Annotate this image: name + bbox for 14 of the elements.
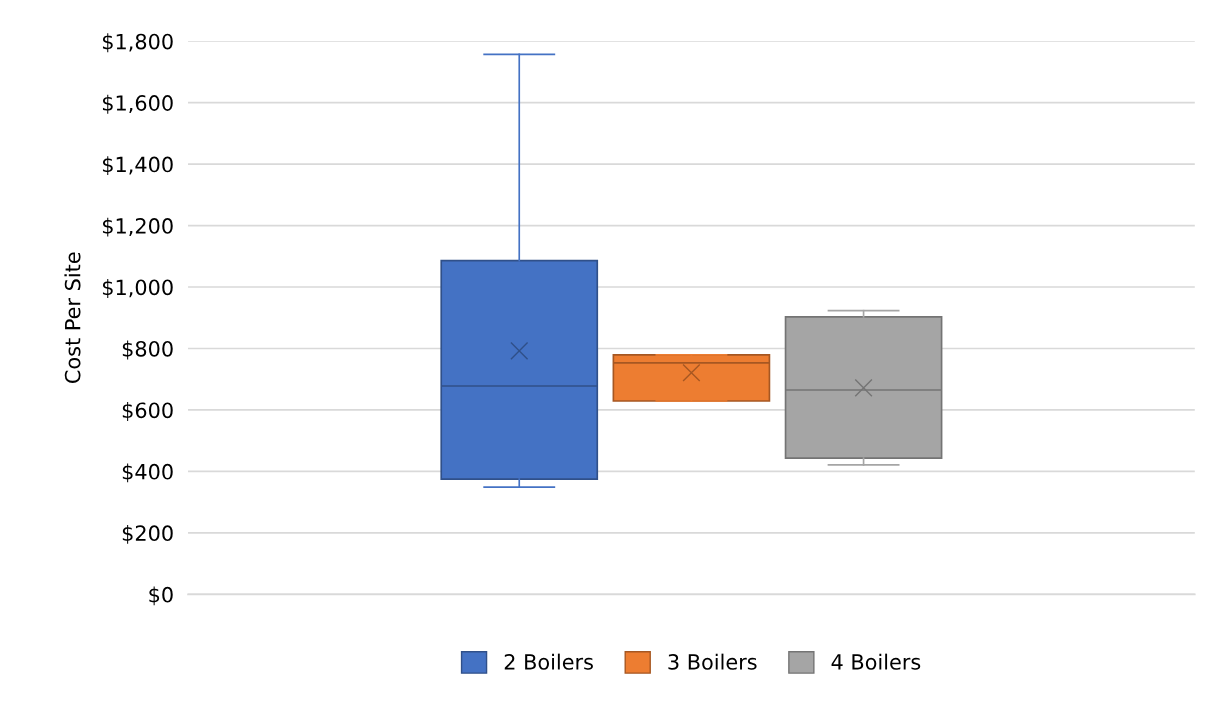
y-tick-label: $200 [122, 524, 173, 544]
y-tick-label: $1,000 [102, 279, 173, 299]
legend-label: 2 Boilers [504, 653, 593, 670]
legend-label: 3 Boilers [668, 653, 757, 670]
y-tick-label: $1,600 [102, 94, 173, 114]
y-tick-label: $1,200 [102, 217, 173, 237]
y-tick-label: $600 [122, 402, 173, 421]
legend-label: 4 Boilers [831, 653, 921, 670]
y-tick-label: $1,800 [102, 33, 173, 53]
y-tick-label: $0 [149, 586, 173, 606]
y-tick-label: $400 [122, 463, 173, 483]
y-axis-title: Cost Per Site [64, 252, 81, 383]
y-tick-label: $1,400 [102, 156, 173, 176]
y-tick-label: $800 [122, 340, 173, 360]
